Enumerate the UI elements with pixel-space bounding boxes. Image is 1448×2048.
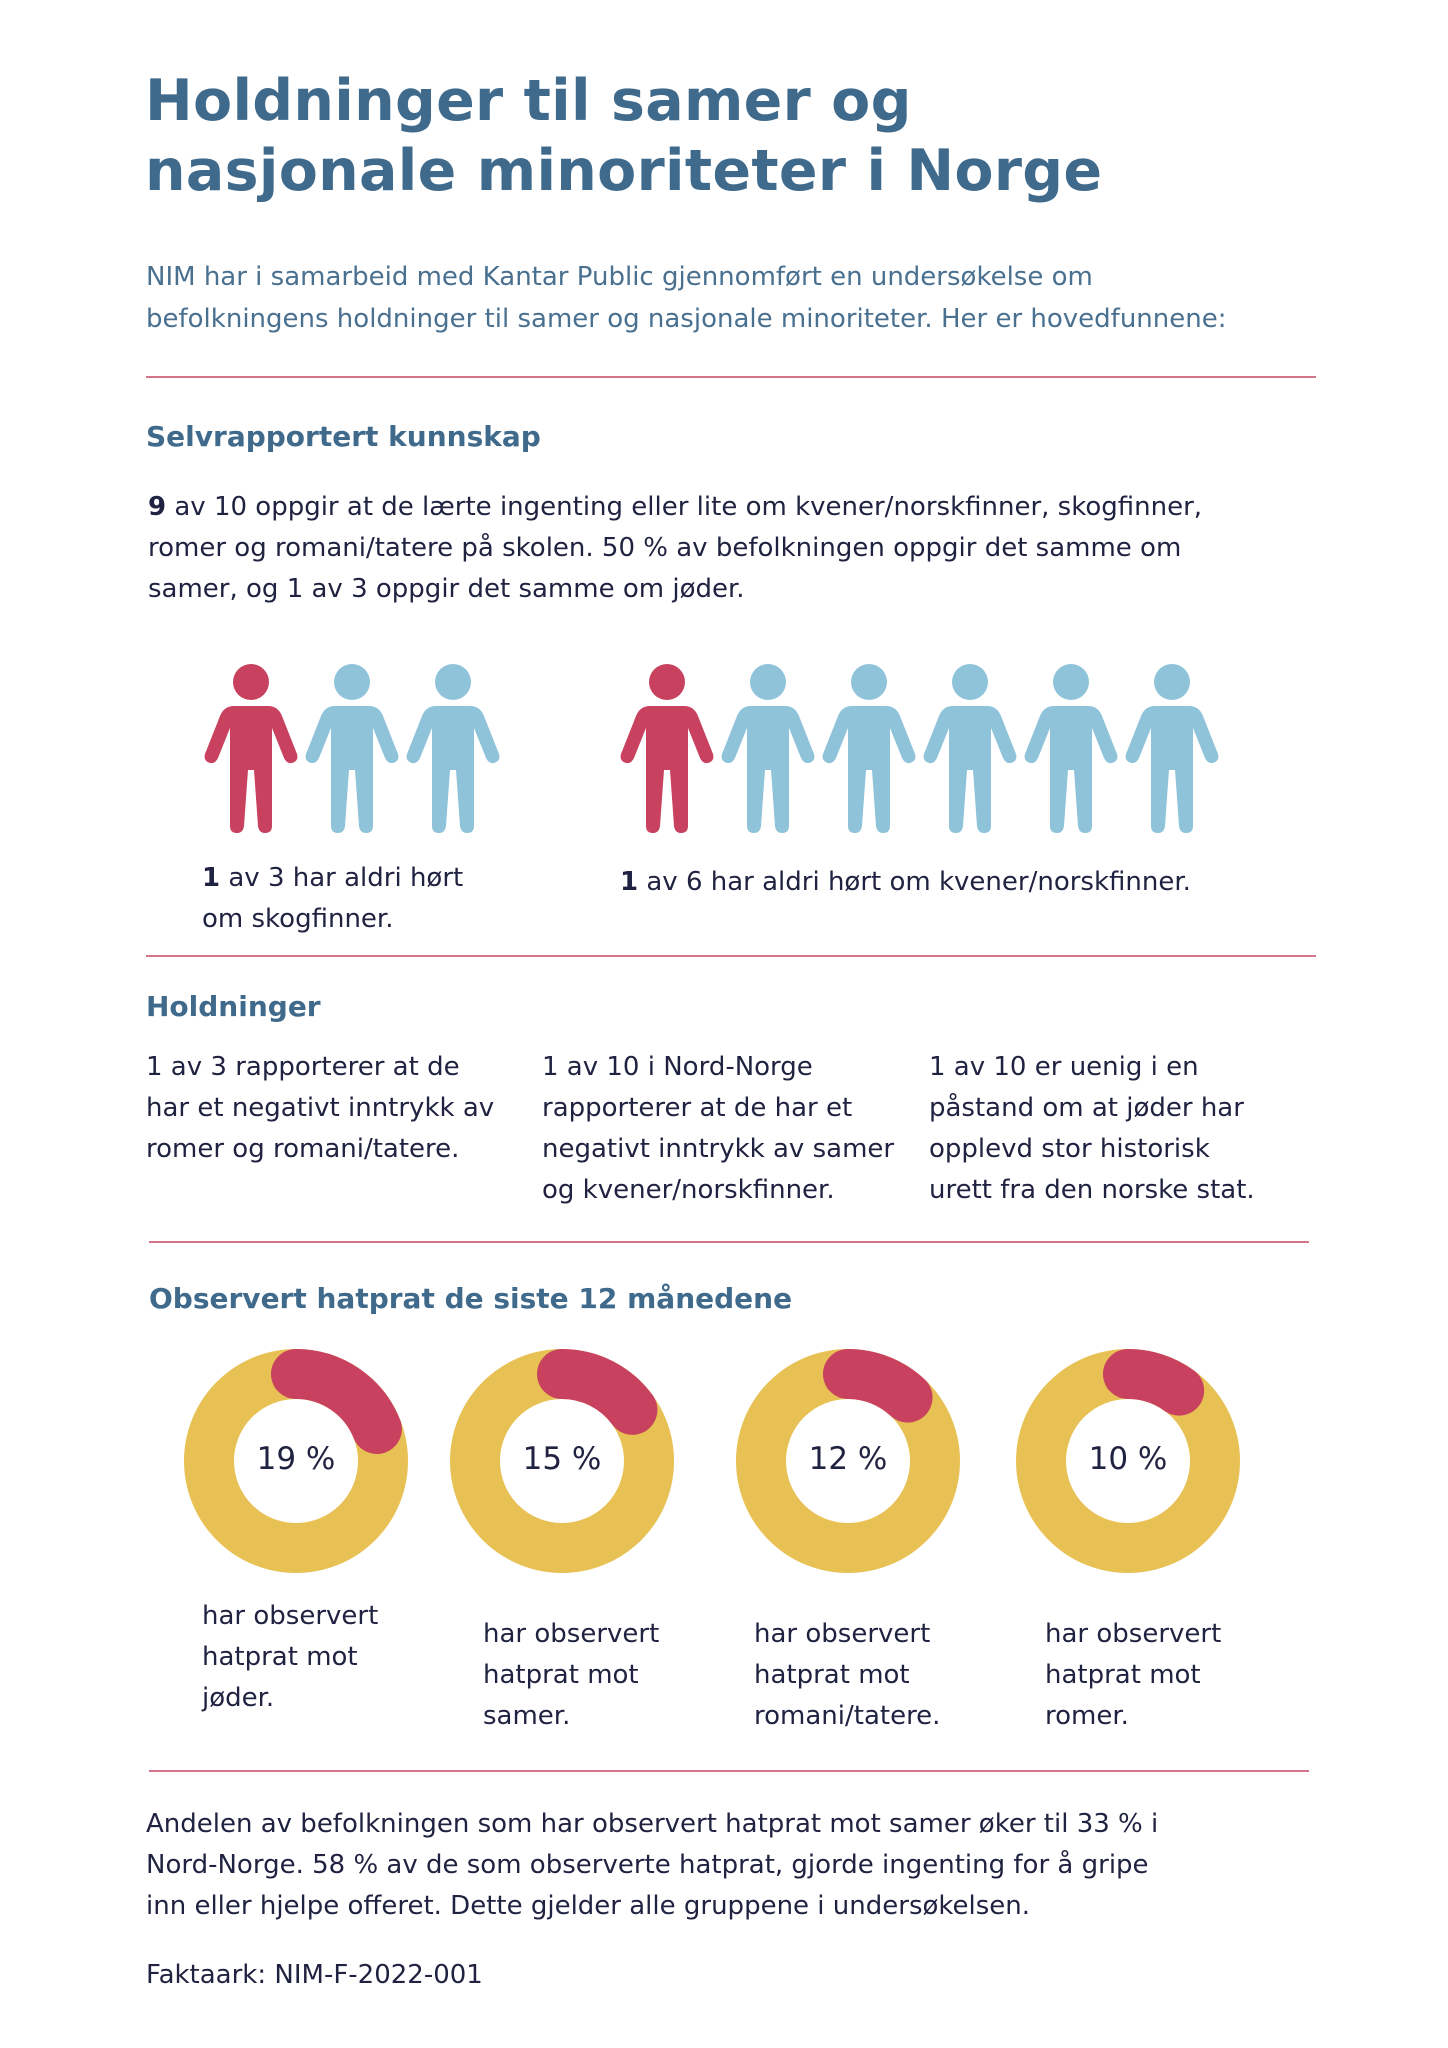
knowledge-line-3: samer, og 1 av 3 oppgir det samme om jød…	[148, 574, 745, 604]
donut-caption-line: hatprat mot	[202, 1642, 358, 1672]
donut-value-label: 19 %	[256, 1441, 336, 1477]
knowledge-line-2: romer og romani/tatere på skolen. 50 % a…	[148, 533, 1182, 563]
attitudes-col-3-line: påstand om at jøder har	[929, 1093, 1244, 1123]
person-icon-highlighted	[204, 662, 298, 838]
divider	[146, 955, 1316, 957]
title-line-1: Holdninger til samer og	[145, 68, 912, 134]
donut-caption-3: har observert hatprat mot romani/tatere.	[754, 1614, 940, 1737]
group1-caption: 1 av 3 har aldri hørt om skogfinner.	[202, 858, 463, 940]
donut-caption-line: hatprat mot	[754, 1660, 910, 1690]
group1-number: 1	[202, 863, 221, 893]
divider	[149, 1770, 1309, 1772]
donut-value-arc	[271, 1349, 402, 1454]
conclusion-paragraph: Andelen av befolkningen som har observer…	[146, 1804, 1158, 1927]
donut-caption-line: romer.	[1045, 1701, 1129, 1731]
conclusion-line-3: inn eller hjelpe offeret. Dette gjelder …	[146, 1891, 1031, 1921]
person-icon	[406, 662, 500, 838]
person-icon-highlighted	[620, 662, 714, 838]
donut-chart	[444, 1343, 680, 1583]
attitudes-col-1: 1 av 3 rapporterer at de har et negativt…	[146, 1047, 494, 1170]
intro-line-2: befolkningens holdninger til samer og na…	[146, 304, 1227, 334]
donut-caption-line: har observert	[202, 1601, 379, 1631]
donut-caption-line: har observert	[483, 1619, 660, 1649]
page-title: Holdninger til samer og nasjonale minori…	[145, 66, 1345, 206]
donut-chart	[178, 1343, 414, 1583]
donut-caption-line: hatprat mot	[483, 1660, 639, 1690]
divider	[146, 376, 1316, 378]
person-icon	[721, 662, 815, 838]
person-icon	[923, 662, 1017, 838]
section-heading-hate-speech: Observert hatprat de siste 12 månedene	[149, 1282, 793, 1315]
attitudes-col-2-line: negativt inntrykk av samer	[542, 1134, 895, 1164]
knowledge-paragraph: 9 av 10 oppgir at de lærte ingenting ell…	[148, 487, 1328, 610]
donut-caption-line: romani/tatere.	[754, 1701, 941, 1731]
attitudes-col-1-line: har et negativt inntrykk av	[146, 1093, 495, 1123]
conclusion-line-2: Nord-Norge. 58 % av de som observerte ha…	[146, 1850, 1149, 1880]
attitudes-col-2-line: og kvener/norskfinner.	[542, 1175, 835, 1205]
group2-caption-line-1: 1 av 6 har aldri hørt om kvener/norskfin…	[620, 862, 1191, 903]
attitudes-col-2-line: 1 av 10 i Nord-Norge	[542, 1052, 813, 1082]
intro-paragraph: NIM har i samarbeid med Kantar Public gj…	[146, 256, 1326, 340]
attitudes-col-3-line: 1 av 10 er uenig i en	[929, 1052, 1199, 1082]
donut-caption-line: hatprat mot	[1045, 1660, 1201, 1690]
donut-caption-line: jøder.	[202, 1683, 275, 1713]
person-icon	[1125, 662, 1219, 838]
person-icon	[822, 662, 916, 838]
attitudes-col-3-line: opplevd stor historisk	[929, 1134, 1210, 1164]
conclusion-line-1: Andelen av befolkningen som har observer…	[146, 1809, 1159, 1839]
attitudes-col-2-line: rapporterer at de har et	[542, 1093, 853, 1123]
divider	[149, 1241, 1309, 1243]
donut-chart	[730, 1343, 966, 1583]
knowledge-line-1: 9 av 10 oppgir at de lærte ingenting ell…	[148, 487, 1328, 528]
group2-caption: 1 av 6 har aldri hørt om kvener/norskfin…	[620, 862, 1191, 903]
factsheet-id: Faktaark: NIM-F-2022-001	[146, 1960, 483, 1990]
donut-caption-line: har observert	[754, 1619, 931, 1649]
title-line-2: nasjonale minoriteter i Norge	[145, 138, 1103, 204]
donut-caption-line: samer.	[483, 1701, 571, 1731]
donut-value-arc	[1103, 1349, 1205, 1416]
person-icon	[305, 662, 399, 838]
attitudes-col-1-line: romer og romani/tatere.	[146, 1134, 460, 1164]
intro-line-1: NIM har i samarbeid med Kantar Public gj…	[146, 262, 1093, 292]
donut-value-label: 12 %	[808, 1441, 888, 1477]
donut-caption-4: har observert hatprat mot romer.	[1045, 1614, 1221, 1737]
donut-caption-2: har observert hatprat mot samer.	[483, 1614, 659, 1737]
donut-caption-line: har observert	[1045, 1619, 1222, 1649]
donut-value-arc	[823, 1349, 933, 1423]
attitudes-col-3-line: urett fra den norske stat.	[929, 1175, 1255, 1205]
knowledge-line-1-text: av 10 oppgir at de lærte ingenting eller…	[166, 492, 1203, 522]
donut-value-label: 10 %	[1088, 1441, 1168, 1477]
group1-caption-line-2: om skogfinner.	[202, 904, 394, 934]
donut-value-arc	[537, 1349, 658, 1435]
donut-value-label: 15 %	[522, 1441, 602, 1477]
knowledge-lead-number: 9	[148, 492, 167, 522]
donut-chart	[1010, 1343, 1246, 1583]
attitudes-col-1-line: 1 av 3 rapporterer at de	[146, 1052, 460, 1082]
group1-caption-text: av 3 har aldri hørt	[220, 863, 464, 893]
donut-caption-1: har observert hatprat mot jøder.	[202, 1596, 378, 1719]
attitudes-col-2: 1 av 10 i Nord-Norge rapporterer at de h…	[542, 1047, 894, 1211]
section-heading-attitudes: Holdninger	[146, 990, 321, 1023]
person-icon	[1024, 662, 1118, 838]
group1-caption-line-1: 1 av 3 har aldri hørt	[202, 858, 463, 899]
section-heading-knowledge: Selvrapportert kunnskap	[146, 420, 541, 453]
group2-caption-text: av 6 har aldri hørt om kvener/norskfinne…	[638, 867, 1191, 897]
group2-number: 1	[620, 867, 639, 897]
attitudes-col-3: 1 av 10 er uenig i en påstand om at jøde…	[929, 1047, 1255, 1211]
